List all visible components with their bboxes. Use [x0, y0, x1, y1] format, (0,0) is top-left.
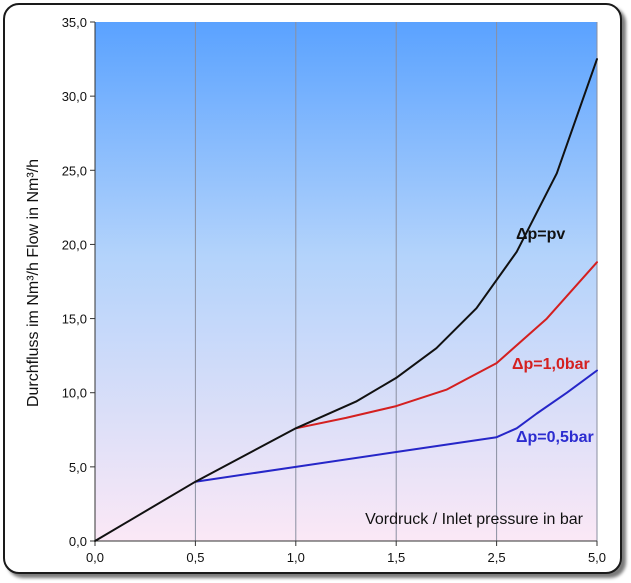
y-tick-label: 20,0	[62, 237, 87, 252]
y-tick-label: 15,0	[62, 312, 87, 327]
x-tick-label: 2,5	[488, 550, 506, 565]
series-line-pv	[94, 58, 598, 542]
y-tick-label: 25,0	[62, 163, 87, 178]
y-tick-label: 30,0	[62, 89, 87, 104]
x-tick-label: 5,0	[588, 550, 606, 565]
x-tick-label: 0,0	[86, 550, 104, 565]
y-tick-label: 5,0	[69, 460, 87, 475]
series-label-05bar: Δp=0,5bar	[516, 429, 594, 446]
series-label-pv: Δp=pv	[516, 226, 565, 243]
y-axis-title: Durchfluss im Nm³/h Flow in Nm³/h	[25, 159, 42, 407]
x-axis-title: Vordruck / Inlet pressure in bar	[365, 511, 584, 528]
series-line-05bar	[194, 369, 598, 483]
x-tick-label: 1,5	[387, 550, 405, 565]
x-tick-label: 0,5	[186, 550, 204, 565]
series-line-1bar	[294, 261, 598, 430]
x-tick-label: 1,0	[287, 550, 305, 565]
y-tick-label: 10,0	[62, 386, 87, 401]
series-label-1bar: Δp=1,0bar	[512, 356, 590, 373]
y-tick-label: 35,0	[62, 15, 87, 30]
plot-area	[95, 22, 597, 541]
y-tick-label: 0,0	[69, 534, 87, 549]
